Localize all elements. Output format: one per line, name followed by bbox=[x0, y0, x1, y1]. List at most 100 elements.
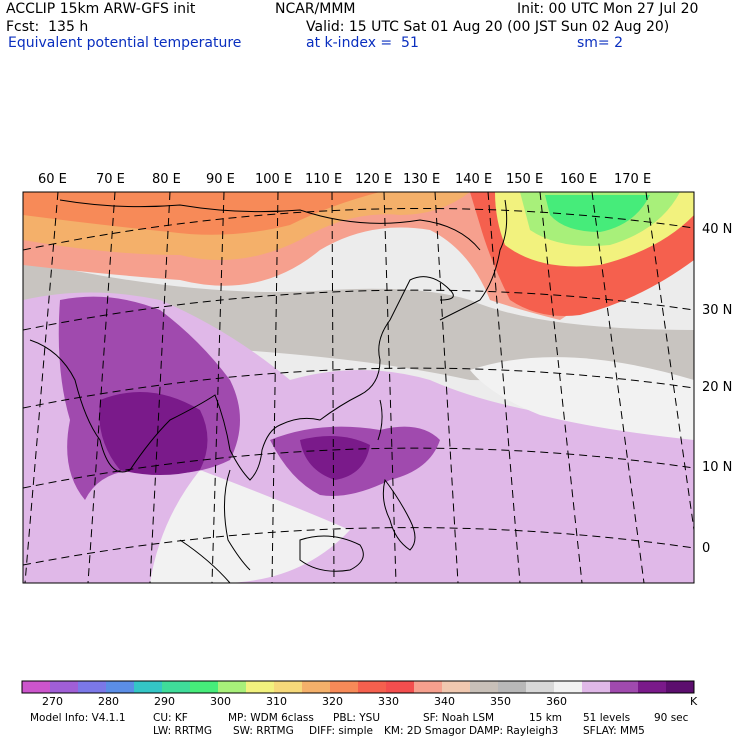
grid-lon-170e bbox=[645, 192, 694, 531]
coastline-taiwan bbox=[377, 399, 383, 441]
colorbar-cell bbox=[134, 681, 163, 693]
colorbar-cell bbox=[274, 681, 303, 693]
coastline-asia-south bbox=[29, 276, 454, 481]
colorbar-cell bbox=[358, 681, 387, 693]
colorbar-cells bbox=[22, 681, 695, 693]
footer-levels: 51 levels bbox=[583, 712, 631, 724]
header-smoothing: sm= 2 bbox=[577, 35, 624, 51]
lat-label-20n: 20 N bbox=[702, 380, 733, 395]
grid-lon-80e bbox=[149, 192, 171, 583]
coastline-sumatra bbox=[179, 539, 231, 583]
colorbar-cell bbox=[610, 681, 639, 693]
colorbar-cell bbox=[330, 681, 359, 693]
grid-lon-160e bbox=[591, 192, 645, 583]
footer-longwave: LW: RRTMG bbox=[153, 725, 212, 737]
colorbar-cell bbox=[302, 681, 331, 693]
footer-damping: DAMP: Rayleigh3 bbox=[469, 725, 559, 737]
grid-lon-130e bbox=[434, 192, 459, 583]
field-red-band bbox=[23, 192, 380, 235]
colorbar-unit: K bbox=[690, 695, 698, 708]
lat-label-10n: 10 N bbox=[702, 460, 733, 475]
colorbar-cell bbox=[22, 681, 51, 693]
colorbar-cell bbox=[582, 681, 611, 693]
map-field bbox=[23, 192, 694, 583]
colorbar-tick-280: 280 bbox=[98, 695, 119, 708]
coastlines bbox=[29, 199, 508, 583]
lon-label-90e: 90 E bbox=[206, 172, 235, 187]
grid-lat-equator bbox=[23, 527, 694, 566]
lat-label-30n: 30 N bbox=[702, 303, 733, 318]
header-model-title: ACCLIP 15km ARW-GFS init bbox=[6, 1, 196, 17]
colorbar-cell bbox=[106, 681, 135, 693]
footer-microphysics: MP: WDM 6class bbox=[228, 712, 314, 724]
lon-label-70e: 70 E bbox=[96, 172, 125, 187]
grid-lon-90e bbox=[211, 192, 225, 583]
colorbar-cell bbox=[190, 681, 219, 693]
grid-lon-140e bbox=[487, 192, 521, 583]
grid-lat-40n bbox=[23, 207, 694, 251]
coastline-japan bbox=[439, 199, 508, 321]
footer-surface: SF: Noah LSM bbox=[423, 712, 495, 724]
lon-label-150e: 150 E bbox=[506, 172, 544, 187]
colorbar-cell bbox=[470, 681, 499, 693]
colorbar-cell bbox=[666, 681, 695, 693]
header-field-name: Equivalent potential temperature bbox=[8, 35, 242, 51]
grid-lon-120e bbox=[383, 192, 397, 583]
colorbar-cell bbox=[526, 681, 555, 693]
footer-timestep: 90 sec bbox=[654, 712, 689, 724]
footer-diffusion: DIFF: simple bbox=[309, 725, 373, 737]
colorbar-cell bbox=[246, 681, 275, 693]
header-level: at k-index = 51 bbox=[306, 35, 419, 51]
colorbar-cell bbox=[414, 681, 443, 693]
colorbar-frame bbox=[21, 680, 695, 694]
footer-sflay: SFLAY: MM5 bbox=[583, 725, 645, 737]
field-dark-purple-scs bbox=[300, 436, 370, 480]
lat-label-equator: 0 bbox=[702, 541, 711, 556]
lat-lon-grid bbox=[23, 192, 694, 583]
footer-model-info: Model Info: V4.1.1 bbox=[30, 712, 126, 724]
grid-lon-70e bbox=[87, 192, 116, 583]
footer-pbl: PBL: YSU bbox=[333, 712, 381, 724]
lon-label-140e: 140 E bbox=[455, 172, 493, 187]
lon-label-60e: 60 E bbox=[38, 172, 67, 187]
header-init-time: Init: 00 UTC Mon 27 Jul 20 bbox=[517, 1, 699, 17]
lon-label-120e: 120 E bbox=[355, 172, 393, 187]
header-forecast-hour: Fcst: 135 h bbox=[6, 19, 89, 35]
lon-label-110e: 110 E bbox=[305, 172, 343, 187]
colorbar-tick-350: 350 bbox=[490, 695, 511, 708]
lon-label-160e: 160 E bbox=[560, 172, 598, 187]
header-valid-time: Valid: 15 UTC Sat 01 Aug 20 (00 JST Sun … bbox=[306, 19, 670, 35]
colorbar-tick-320: 320 bbox=[322, 695, 343, 708]
colorbar-tick-310: 310 bbox=[266, 695, 287, 708]
footer-shortwave: SW: RRTMG bbox=[233, 725, 294, 737]
lon-label-100e: 100 E bbox=[255, 172, 293, 187]
footer-km: KM: 2D Smagor bbox=[384, 725, 466, 737]
colorbar-tick-300: 300 bbox=[210, 695, 231, 708]
colorbar-tick-290: 290 bbox=[154, 695, 175, 708]
colorbar-cell bbox=[442, 681, 471, 693]
colorbar-cell bbox=[78, 681, 107, 693]
colorbar-tick-340: 340 bbox=[434, 695, 455, 708]
lon-label-80e: 80 E bbox=[152, 172, 181, 187]
map-frame bbox=[22, 191, 695, 584]
field-green bbox=[545, 195, 650, 232]
footer-cumulus: CU: KF bbox=[153, 712, 188, 724]
lat-label-40n: 40 N bbox=[702, 222, 733, 237]
field-dark-purple-bengal bbox=[99, 392, 208, 475]
lon-label-170e: 170 E bbox=[614, 172, 652, 187]
header-institution: NCAR/MMM bbox=[275, 1, 356, 17]
grid-lon-150e bbox=[539, 192, 583, 583]
grid-lon-110e bbox=[331, 192, 335, 583]
grid-lat-30n bbox=[23, 289, 694, 331]
colorbar-cell bbox=[638, 681, 667, 693]
colorbar-cell bbox=[218, 681, 247, 693]
coastline-borneo bbox=[299, 535, 364, 572]
lon-label-130e: 130 E bbox=[403, 172, 441, 187]
colorbar-tick-330: 330 bbox=[378, 695, 399, 708]
colorbar-tick-360: 360 bbox=[546, 695, 567, 708]
grid-lon-60e bbox=[24, 192, 59, 583]
colorbar-cell bbox=[162, 681, 191, 693]
colorbar-tick-270: 270 bbox=[42, 695, 63, 708]
